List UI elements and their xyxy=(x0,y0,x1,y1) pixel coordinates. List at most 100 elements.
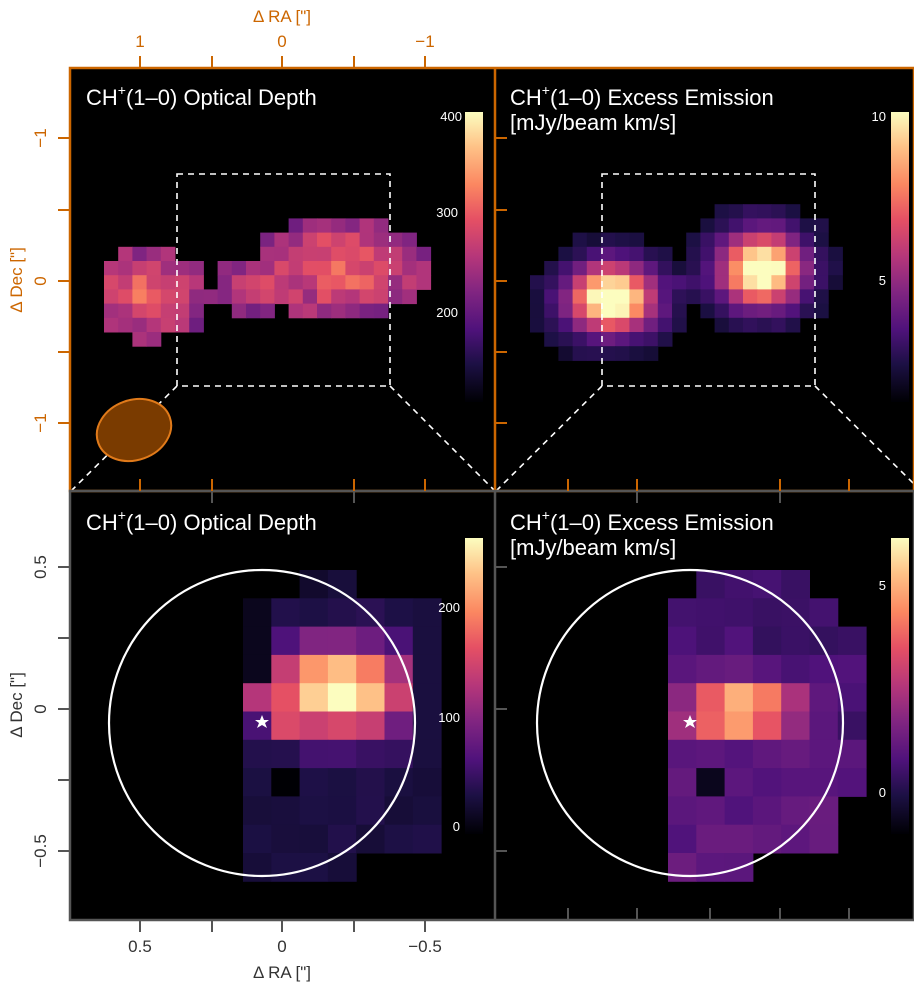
heatmap-cell xyxy=(146,303,162,319)
heatmap-cell xyxy=(601,275,616,290)
heatmap-cell xyxy=(696,853,726,882)
heatmap-cell xyxy=(601,261,616,276)
heatmap-cell xyxy=(724,796,754,826)
heatmap-cell xyxy=(331,303,346,319)
heatmap-cell xyxy=(752,626,782,656)
heatmap-cell xyxy=(809,598,839,628)
cb-bl-tick: 100 xyxy=(438,710,460,725)
heatmap-cell xyxy=(828,275,843,290)
heatmap-cell xyxy=(288,303,304,319)
heatmap-cell xyxy=(728,275,744,290)
heatmap-cell xyxy=(217,289,233,305)
heatmap-cell xyxy=(160,317,176,333)
bottom-x-tick-label: −0.5 xyxy=(408,937,442,956)
heatmap-cell xyxy=(752,683,782,712)
heatmap-cell xyxy=(668,824,697,854)
heatmap-cell xyxy=(388,261,403,276)
heatmap-cell xyxy=(586,303,602,319)
heatmap-cell xyxy=(327,626,357,656)
heatmap-cell xyxy=(373,232,389,248)
heatmap-cell xyxy=(203,289,219,305)
heatmap-cell xyxy=(359,246,375,262)
heatmap-top-right xyxy=(530,204,843,361)
heatmap-cell xyxy=(724,654,754,684)
heatmap-cell xyxy=(668,739,697,769)
heatmap-cell xyxy=(231,289,247,305)
heatmap-cell xyxy=(743,289,758,305)
heatmap-cell xyxy=(260,289,275,305)
heatmap-cell xyxy=(530,289,545,305)
heatmap-cell xyxy=(146,246,162,262)
heatmap-cell xyxy=(586,346,602,361)
heatmap-cell xyxy=(345,289,361,305)
heatmap-cell xyxy=(781,683,810,712)
heatmap-cell xyxy=(799,261,815,276)
heatmap-cell xyxy=(714,246,730,262)
heatmap-cell xyxy=(728,204,744,219)
cb-tl-tick: 200 xyxy=(436,305,458,320)
heatmap-cell xyxy=(558,289,574,305)
heatmap-cell xyxy=(388,232,403,248)
heatmap-cell xyxy=(629,261,645,276)
heatmap-cell xyxy=(243,739,272,769)
heatmap-cell xyxy=(558,303,574,319)
heatmap-cell xyxy=(700,275,716,290)
title-top-right: CH+(1–0) Excess Emission xyxy=(510,82,774,110)
heatmap-cell xyxy=(757,317,772,333)
heatmap-cell xyxy=(356,598,385,628)
heatmap-cell xyxy=(814,261,829,276)
heatmap-cell xyxy=(668,598,697,628)
heatmap-cell xyxy=(672,275,687,290)
heatmap-cell xyxy=(118,261,133,276)
heatmap-cell xyxy=(686,261,701,276)
heatmap-cell xyxy=(271,683,301,712)
heatmap-cell xyxy=(402,261,417,276)
heatmap-cell xyxy=(668,768,697,797)
heatmap-cell xyxy=(302,289,318,305)
heatmap-cell xyxy=(356,768,385,797)
heatmap-cell xyxy=(288,261,304,276)
heatmap-cell xyxy=(132,303,148,319)
heatmap-cell xyxy=(615,232,630,248)
heatmap-cell xyxy=(189,275,204,290)
heatmap-cell xyxy=(615,275,630,290)
heatmap-cell xyxy=(384,683,414,712)
heatmap-cell xyxy=(345,261,361,276)
heatmap-cell xyxy=(356,626,385,656)
heatmap-cell xyxy=(728,246,744,262)
cb-tr-tick: 5 xyxy=(879,273,886,288)
star-marker-right xyxy=(683,715,697,728)
heatmap-cell xyxy=(714,275,730,290)
heatmap-cell xyxy=(132,246,148,262)
title-top-left: CH+(1–0) Optical Depth xyxy=(86,82,317,110)
heatmap-cell xyxy=(288,218,304,234)
heatmap-cell xyxy=(345,218,361,234)
heatmap-cell xyxy=(373,218,389,234)
heatmap-cell xyxy=(271,768,301,797)
heatmap-cell xyxy=(327,570,357,599)
heatmap-cell xyxy=(757,218,772,234)
heatmap-cell xyxy=(359,275,375,290)
heatmap-cell xyxy=(615,246,630,262)
heatmap-cell xyxy=(299,654,329,684)
heatmap-cell xyxy=(724,768,754,797)
heatmap-cell xyxy=(274,275,290,290)
heatmap-cell xyxy=(416,261,432,276)
heatmap-cell xyxy=(586,275,602,290)
title-bottom-left: CH+(1–0) Optical Depth xyxy=(86,507,317,535)
heatmap-cell xyxy=(686,232,701,248)
heatmap-cell xyxy=(132,289,148,305)
heatmap-cell xyxy=(359,303,375,319)
top-x-tick-label: 0 xyxy=(277,32,286,51)
heatmap-cell xyxy=(271,711,301,741)
heatmap-cell xyxy=(696,626,726,656)
heatmap-cell xyxy=(696,824,726,854)
heatmap-cell xyxy=(243,768,272,797)
heatmap-cell xyxy=(814,218,829,234)
heatmap-cell xyxy=(572,261,588,276)
heatmap-cell xyxy=(175,289,190,305)
heatmap-cell xyxy=(785,246,801,262)
heatmap-cell xyxy=(317,218,332,234)
cb-bl-tick: 0 xyxy=(453,819,460,834)
